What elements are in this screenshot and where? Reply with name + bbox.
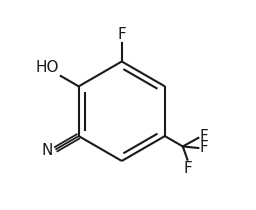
Text: F: F [199, 140, 208, 155]
Text: F: F [199, 129, 208, 144]
Text: F: F [183, 161, 192, 176]
Text: HO: HO [35, 60, 59, 75]
Text: N: N [41, 143, 52, 158]
Text: F: F [118, 27, 126, 42]
